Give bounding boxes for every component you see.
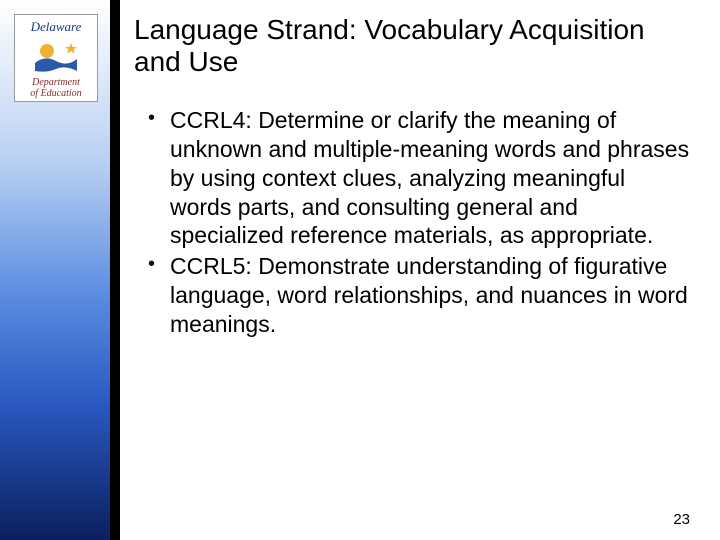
black-divider (110, 0, 120, 540)
logo-emblem-icon (33, 37, 79, 75)
bullet-list: CCRL4: Determine or clarify the meaning … (134, 106, 690, 338)
logo-state-name: Delaware (31, 19, 82, 35)
page-number: 23 (673, 511, 690, 528)
dept-logo: Delaware Department of Education (14, 14, 98, 102)
slide-title: Language Strand: Vocabulary Acquisition … (134, 14, 690, 78)
bullet-item: CCRL5: Demonstrate understanding of figu… (144, 252, 690, 338)
bullet-item: CCRL4: Determine or clarify the meaning … (144, 106, 690, 250)
slide-content: Language Strand: Vocabulary Acquisition … (120, 0, 720, 540)
logo-dept-text: Department of Education (30, 77, 81, 99)
sidebar-gradient: Delaware Department of Education (0, 0, 110, 540)
